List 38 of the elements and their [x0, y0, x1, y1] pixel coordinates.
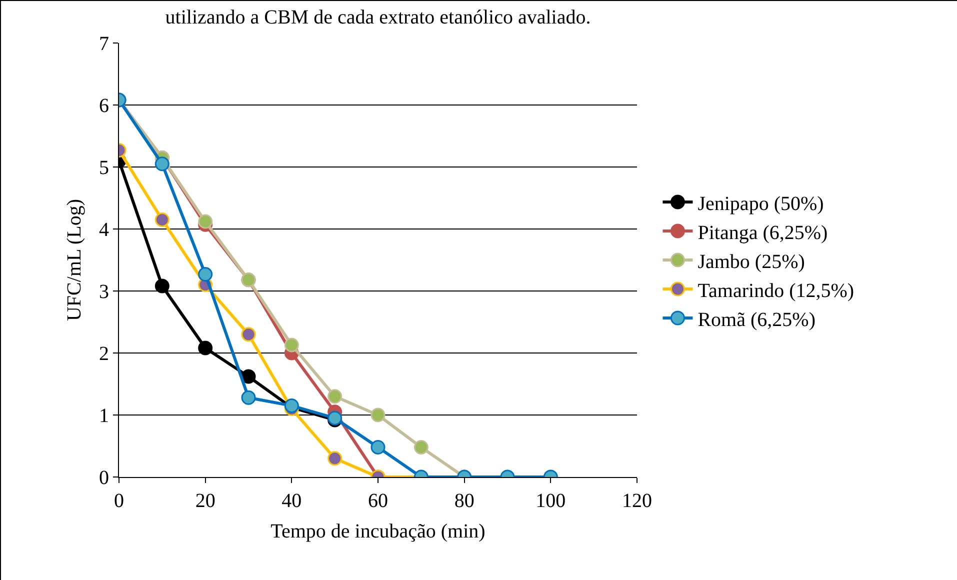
y-tick-label: 0	[99, 467, 109, 489]
point	[198, 267, 213, 282]
point	[241, 390, 256, 405]
point	[370, 440, 386, 454]
legend-label: Jenipapo (50%)	[698, 192, 824, 215]
x-tick-label: 60	[368, 490, 388, 512]
x-tick-label: 120	[622, 490, 652, 512]
point	[198, 340, 213, 356]
y-tick-label: 5	[99, 157, 109, 179]
point	[328, 389, 342, 404]
y-tick-label: 3	[99, 281, 109, 303]
x-axis-title: Tempo de incubação (min)	[270, 520, 486, 542]
y-tick-label: 7	[99, 33, 109, 55]
point	[154, 156, 170, 172]
y-tick-label: 2	[99, 343, 109, 365]
point	[328, 451, 342, 466]
point	[370, 408, 386, 422]
legend-label: Jambo (25%)	[698, 250, 805, 273]
x-tick-label: 20	[195, 490, 216, 512]
x-tick-label: 80	[454, 490, 474, 512]
x-tick-label: 0	[114, 490, 124, 512]
x-tick-label: 40	[282, 490, 302, 512]
point	[198, 214, 213, 229]
point	[284, 338, 299, 352]
y-tick-label: 6	[99, 95, 109, 117]
y-axis-title: UFC/mL (Log)	[64, 198, 86, 322]
point	[414, 440, 428, 454]
point	[241, 327, 256, 342]
legend-label: Romã (6,25%)	[698, 308, 816, 331]
point	[241, 369, 256, 384]
chart-title: utilizando a CBM de cada extrato etanólico avaliado.	[165, 6, 591, 29]
x-tick-label: 100	[536, 490, 566, 512]
point	[154, 278, 170, 294]
y-tick-label: 4	[99, 219, 109, 241]
point	[154, 212, 170, 227]
y-tick-label: 1	[99, 405, 109, 427]
legend-label: Tamarindo (12,5%)	[698, 280, 854, 302]
legend-label: Pitanga (6,25%)	[698, 222, 828, 244]
